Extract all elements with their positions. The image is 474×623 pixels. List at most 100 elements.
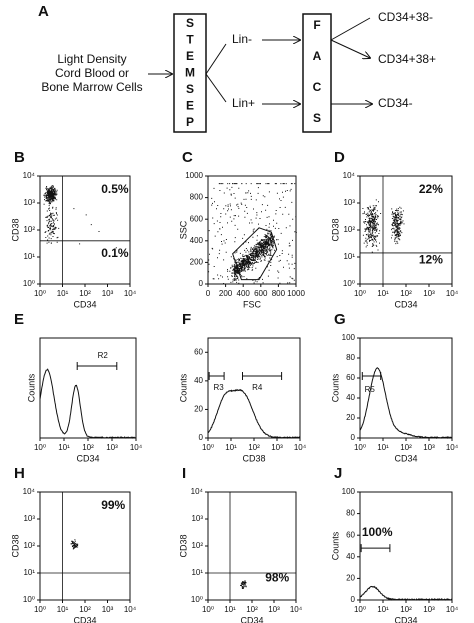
y-tick-label: 10⁰ [23, 279, 35, 288]
events [43, 185, 117, 249]
gate-label: R3 [214, 383, 225, 392]
y-tick-label: 10¹ [191, 568, 203, 577]
x-tick-label: 10⁴ [446, 289, 459, 298]
x-tick-label: 10² [400, 289, 412, 298]
panel: E 10⁰ 10¹ 10² 10³ 10⁴ CD34 Counts R2 [14, 311, 143, 463]
histogram [359, 585, 453, 601]
y-axis-label: SSC [178, 220, 188, 239]
box-letter: F [313, 18, 320, 32]
y-axis-label: Counts [26, 373, 36, 402]
percent-label: 12% [419, 252, 443, 266]
box-letter: S [186, 82, 194, 96]
x-tick-label: 10⁰ [34, 289, 46, 298]
sorter-box [302, 13, 332, 133]
x-tick-label: 10⁴ [130, 443, 143, 452]
y-tick-label: 80 [346, 353, 355, 362]
x-tick-label: 600 [254, 289, 268, 298]
panel: C0 200 400 600 800 100002004006008001000FSCSS… [178, 149, 305, 309]
percent-label: 0.1% [101, 246, 129, 260]
y-axis-label: Counts [330, 531, 340, 560]
y-axis-label: CD38 [178, 534, 188, 557]
y-axis-label: Counts [330, 373, 340, 402]
events [240, 580, 247, 589]
y-tick-label: 10⁴ [23, 171, 36, 180]
x-tick-label: 10⁴ [294, 443, 307, 452]
gate [361, 372, 382, 380]
arrow [205, 43, 227, 103]
x-tick-label: 10² [82, 443, 94, 452]
x-tick-label: 10⁰ [34, 443, 46, 452]
x-tick-label: 0 [206, 289, 211, 298]
x-tick-label: 10¹ [224, 605, 236, 614]
y-tick-label: 10¹ [23, 568, 35, 577]
plot-frame [39, 337, 137, 439]
x-tick-label: 1000 [287, 289, 305, 298]
x-tick-label: 10⁰ [34, 605, 46, 614]
output: CD34+38+ [378, 52, 436, 66]
y-tick-label: 40 [346, 552, 355, 561]
x-tick-label: 10⁰ [354, 443, 366, 452]
y-axis-label: CD38 [330, 218, 340, 241]
y-tick-label: 0 [199, 279, 204, 288]
percent-label: 100% [362, 525, 393, 539]
y-tick-label: 10² [191, 541, 203, 550]
y-tick-label: 100 [342, 487, 356, 496]
x-axis-label: CD34 [240, 615, 263, 623]
y-axis-label: Counts [178, 373, 188, 402]
events [362, 199, 405, 253]
box-letter: S [186, 16, 194, 30]
panel-label: I [182, 465, 186, 482]
y-tick-label: 10³ [343, 198, 355, 207]
x-tick-label: 10³ [423, 289, 435, 298]
x-tick-label: 10² [400, 443, 412, 452]
y-tick-label: 800 [190, 193, 204, 202]
panel-label: E [14, 311, 24, 328]
x-tick-label: 10⁰ [202, 605, 214, 614]
x-tick-label: 10¹ [225, 443, 237, 452]
panel-label: D [334, 149, 345, 166]
source-text: Cord Blood or [55, 66, 129, 80]
gate [208, 372, 225, 380]
x-axis-label: CD34 [73, 615, 96, 623]
source-text: Bone Marrow Cells [41, 80, 142, 94]
x-axis-label: CD38 [242, 453, 265, 463]
panel-label: C [182, 149, 193, 166]
x-tick-label: 10² [248, 443, 260, 452]
x-tick-label: 10³ [106, 443, 118, 452]
x-tick-label: 10³ [102, 289, 114, 298]
histogram [207, 388, 301, 439]
x-tick-label: 10² [79, 605, 91, 614]
x-tick-label: 10² [246, 605, 258, 614]
y-tick-label: 0 [351, 595, 356, 604]
x-tick-label: 10¹ [377, 605, 389, 614]
panel-label: J [334, 465, 342, 482]
panel: H 10⁰ 10¹ 10² 10³ 10⁴ 10⁰ 10¹ 10² 10³ 10⁴ CD34 CD38 9… [10, 465, 136, 623]
y-tick-label: 10⁰ [343, 279, 355, 288]
x-tick-label: 400 [237, 289, 251, 298]
x-axis-label: CD34 [73, 299, 96, 309]
gate-label: R2 [98, 351, 109, 360]
box-letter: P [186, 115, 194, 129]
gate-label: R5 [365, 385, 376, 394]
x-axis-label: CD34 [394, 453, 417, 463]
y-tick-label: 60 [346, 530, 355, 539]
panel: I 10⁰ 10¹ 10² 10³ 10⁴ 10⁰ 10¹ 10² 10³ 10⁴ CD34 CD38 9… [178, 465, 302, 623]
box-letter: E [186, 49, 194, 63]
y-tick-label: 40 [346, 393, 355, 402]
x-tick-label: 10³ [423, 443, 435, 452]
gate [360, 544, 391, 553]
lin-neg: Lin- [232, 32, 252, 46]
lin-pos: Lin+ [232, 96, 255, 110]
output: CD34- [378, 96, 413, 110]
y-tick-label: 0 [199, 433, 204, 442]
x-tick-label: 10¹ [377, 443, 389, 452]
gate-label: R4 [252, 383, 263, 392]
panel-label: F [182, 311, 191, 328]
y-tick-label: 10³ [23, 514, 35, 523]
y-axis-label: CD38 [10, 534, 20, 557]
panel: G 10⁰ 10¹ 10² 10³ 10⁴ 0 20 40 60 80 100 CD34 Counts R5 [330, 311, 458, 463]
percent-label: 0.5% [101, 182, 129, 196]
x-axis-label: CD34 [394, 615, 417, 623]
x-tick-label: 10⁴ [124, 605, 137, 614]
x-tick-label: 10² [79, 289, 91, 298]
